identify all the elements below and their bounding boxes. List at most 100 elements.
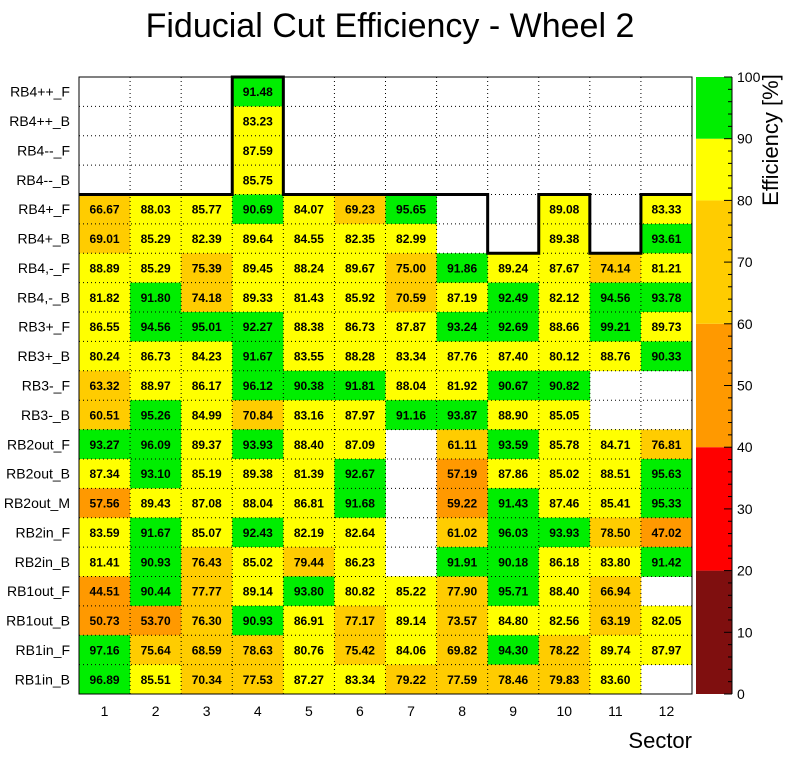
plot-frame — [78, 76, 693, 695]
cell-value-label: 90.93 — [243, 614, 273, 628]
heatmap-cell — [181, 194, 233, 225]
heatmap-cell — [640, 194, 693, 225]
cell-value-label: 74.18 — [192, 291, 222, 305]
heatmap-cell — [232, 517, 284, 548]
cell-value-label: 84.55 — [294, 232, 324, 246]
heatmap-cell — [130, 664, 182, 695]
cell-value-label: 85.05 — [549, 408, 579, 422]
heatmap-cell — [181, 458, 233, 489]
cell-value-label: 86.55 — [90, 320, 120, 334]
cell-value-label: 88.89 — [90, 261, 120, 275]
heatmap-cell — [640, 282, 693, 313]
heatmap-cell — [487, 458, 540, 489]
heatmap-cell — [538, 664, 591, 695]
heatmap-cell — [538, 429, 591, 460]
heatmap-cell — [385, 223, 437, 254]
heatmap-cell — [232, 664, 284, 695]
x-tick-labels: 1 2 3 4 5 6 7 8 9 10 11 12 — [101, 703, 675, 719]
heatmap-cell — [640, 223, 693, 254]
cell-value-label: 73.57 — [447, 614, 477, 628]
cell-value-label: 89.37 — [192, 438, 222, 452]
color-scale-band — [696, 138, 732, 201]
heatmap-cell — [283, 576, 335, 607]
cell-value-label: 69.82 — [447, 643, 477, 657]
heatmap-cell — [79, 223, 131, 254]
cell-value-label: 85.19 — [192, 467, 222, 481]
heatmap-cell — [538, 253, 591, 283]
y-tick-label: RB4--_F — [17, 142, 70, 158]
cell-value-label: 69.23 — [345, 203, 375, 217]
heatmap-cell — [334, 282, 386, 313]
heatmap-cell — [232, 341, 284, 372]
heatmap-cell — [232, 429, 284, 460]
heatmap-cell — [589, 488, 642, 519]
cell-value-label: 79.44 — [294, 555, 324, 569]
heatmap-cell — [385, 282, 437, 313]
heatmap-cell — [181, 341, 233, 372]
heatmap-cell — [589, 576, 642, 607]
heatmap-cell — [640, 517, 693, 548]
color-scale-tick-label: 10 — [737, 624, 753, 640]
cell-value-label: 97.16 — [90, 643, 120, 657]
heatmap-cell — [385, 400, 437, 430]
heatmap-cell — [130, 429, 182, 460]
cell-value-label: 92.43 — [243, 526, 273, 540]
heatmap-cell — [436, 400, 488, 430]
cell-value-label: 87.09 — [345, 438, 375, 452]
cell-value-label: 91.43 — [498, 497, 528, 511]
cell-value-label: 92.69 — [498, 320, 528, 334]
heatmap-cell — [283, 517, 335, 548]
cell-value-label: 50.73 — [90, 614, 120, 628]
grid-lines — [79, 77, 692, 694]
cell-value-label: 89.24 — [498, 261, 528, 275]
cell-value-label: 96.12 — [243, 379, 273, 393]
heatmap-cell — [334, 576, 386, 607]
heatmap-cell — [130, 517, 182, 548]
heatmap-cell — [334, 488, 386, 519]
heatmap-cell — [436, 253, 488, 283]
heatmap-cell — [181, 253, 233, 283]
heatmap-cell — [436, 429, 488, 460]
cell-value-label: 85.02 — [243, 555, 273, 569]
heatmap-cell — [79, 194, 131, 225]
heatmap-cell — [283, 547, 335, 577]
cell-value-label: 86.23 — [345, 555, 375, 569]
cell-value-label: 68.59 — [192, 643, 222, 657]
heatmap-cell — [589, 341, 642, 372]
cell-value-label: 90.67 — [498, 379, 528, 393]
cell-value-label: 96.09 — [141, 438, 171, 452]
heatmap-cell — [181, 312, 233, 342]
color-scale-tick-label: 50 — [737, 378, 753, 394]
y-tick-label: RB1out_F — [7, 583, 70, 599]
cell-value-label: 88.04 — [243, 497, 273, 511]
heatmap-cell — [283, 605, 335, 636]
cell-value-label: 88.38 — [294, 320, 324, 334]
heatmap-cell — [385, 194, 437, 225]
y-tick-label: RB1in_B — [15, 671, 70, 687]
cell-value-label: 63.32 — [90, 379, 120, 393]
cell-value-label: 88.03 — [141, 203, 171, 217]
heatmap-cell — [130, 194, 182, 225]
heatmap-cell — [589, 253, 642, 283]
color-scale-tick-label: 90 — [737, 131, 753, 147]
cell-value-label: 59.22 — [447, 497, 477, 511]
cell-value-label: 79.22 — [396, 673, 426, 687]
heatmap-cell — [232, 370, 284, 401]
heatmap-cell — [589, 429, 642, 460]
cell-value-label: 86.17 — [192, 379, 222, 393]
cell-value-label: 90.93 — [141, 555, 171, 569]
cell-value-label: 93.27 — [90, 438, 120, 452]
cell-value-label: 87.76 — [447, 350, 477, 364]
cell-value-label: 92.49 — [498, 291, 528, 305]
heatmap-cell — [436, 341, 488, 372]
heatmap-cell — [181, 517, 233, 548]
cell-value-label: 85.41 — [600, 497, 630, 511]
cell-value-label: 84.80 — [498, 614, 528, 628]
color-scale-label: Efficiency [%] — [758, 74, 783, 206]
color-scale-band — [696, 77, 732, 139]
heatmap-cell — [487, 605, 540, 636]
cell-value-label: 66.94 — [600, 585, 630, 599]
cell-value-label: 88.28 — [345, 350, 375, 364]
cell-value-label: 85.77 — [192, 203, 222, 217]
heatmap-cell — [79, 488, 131, 519]
